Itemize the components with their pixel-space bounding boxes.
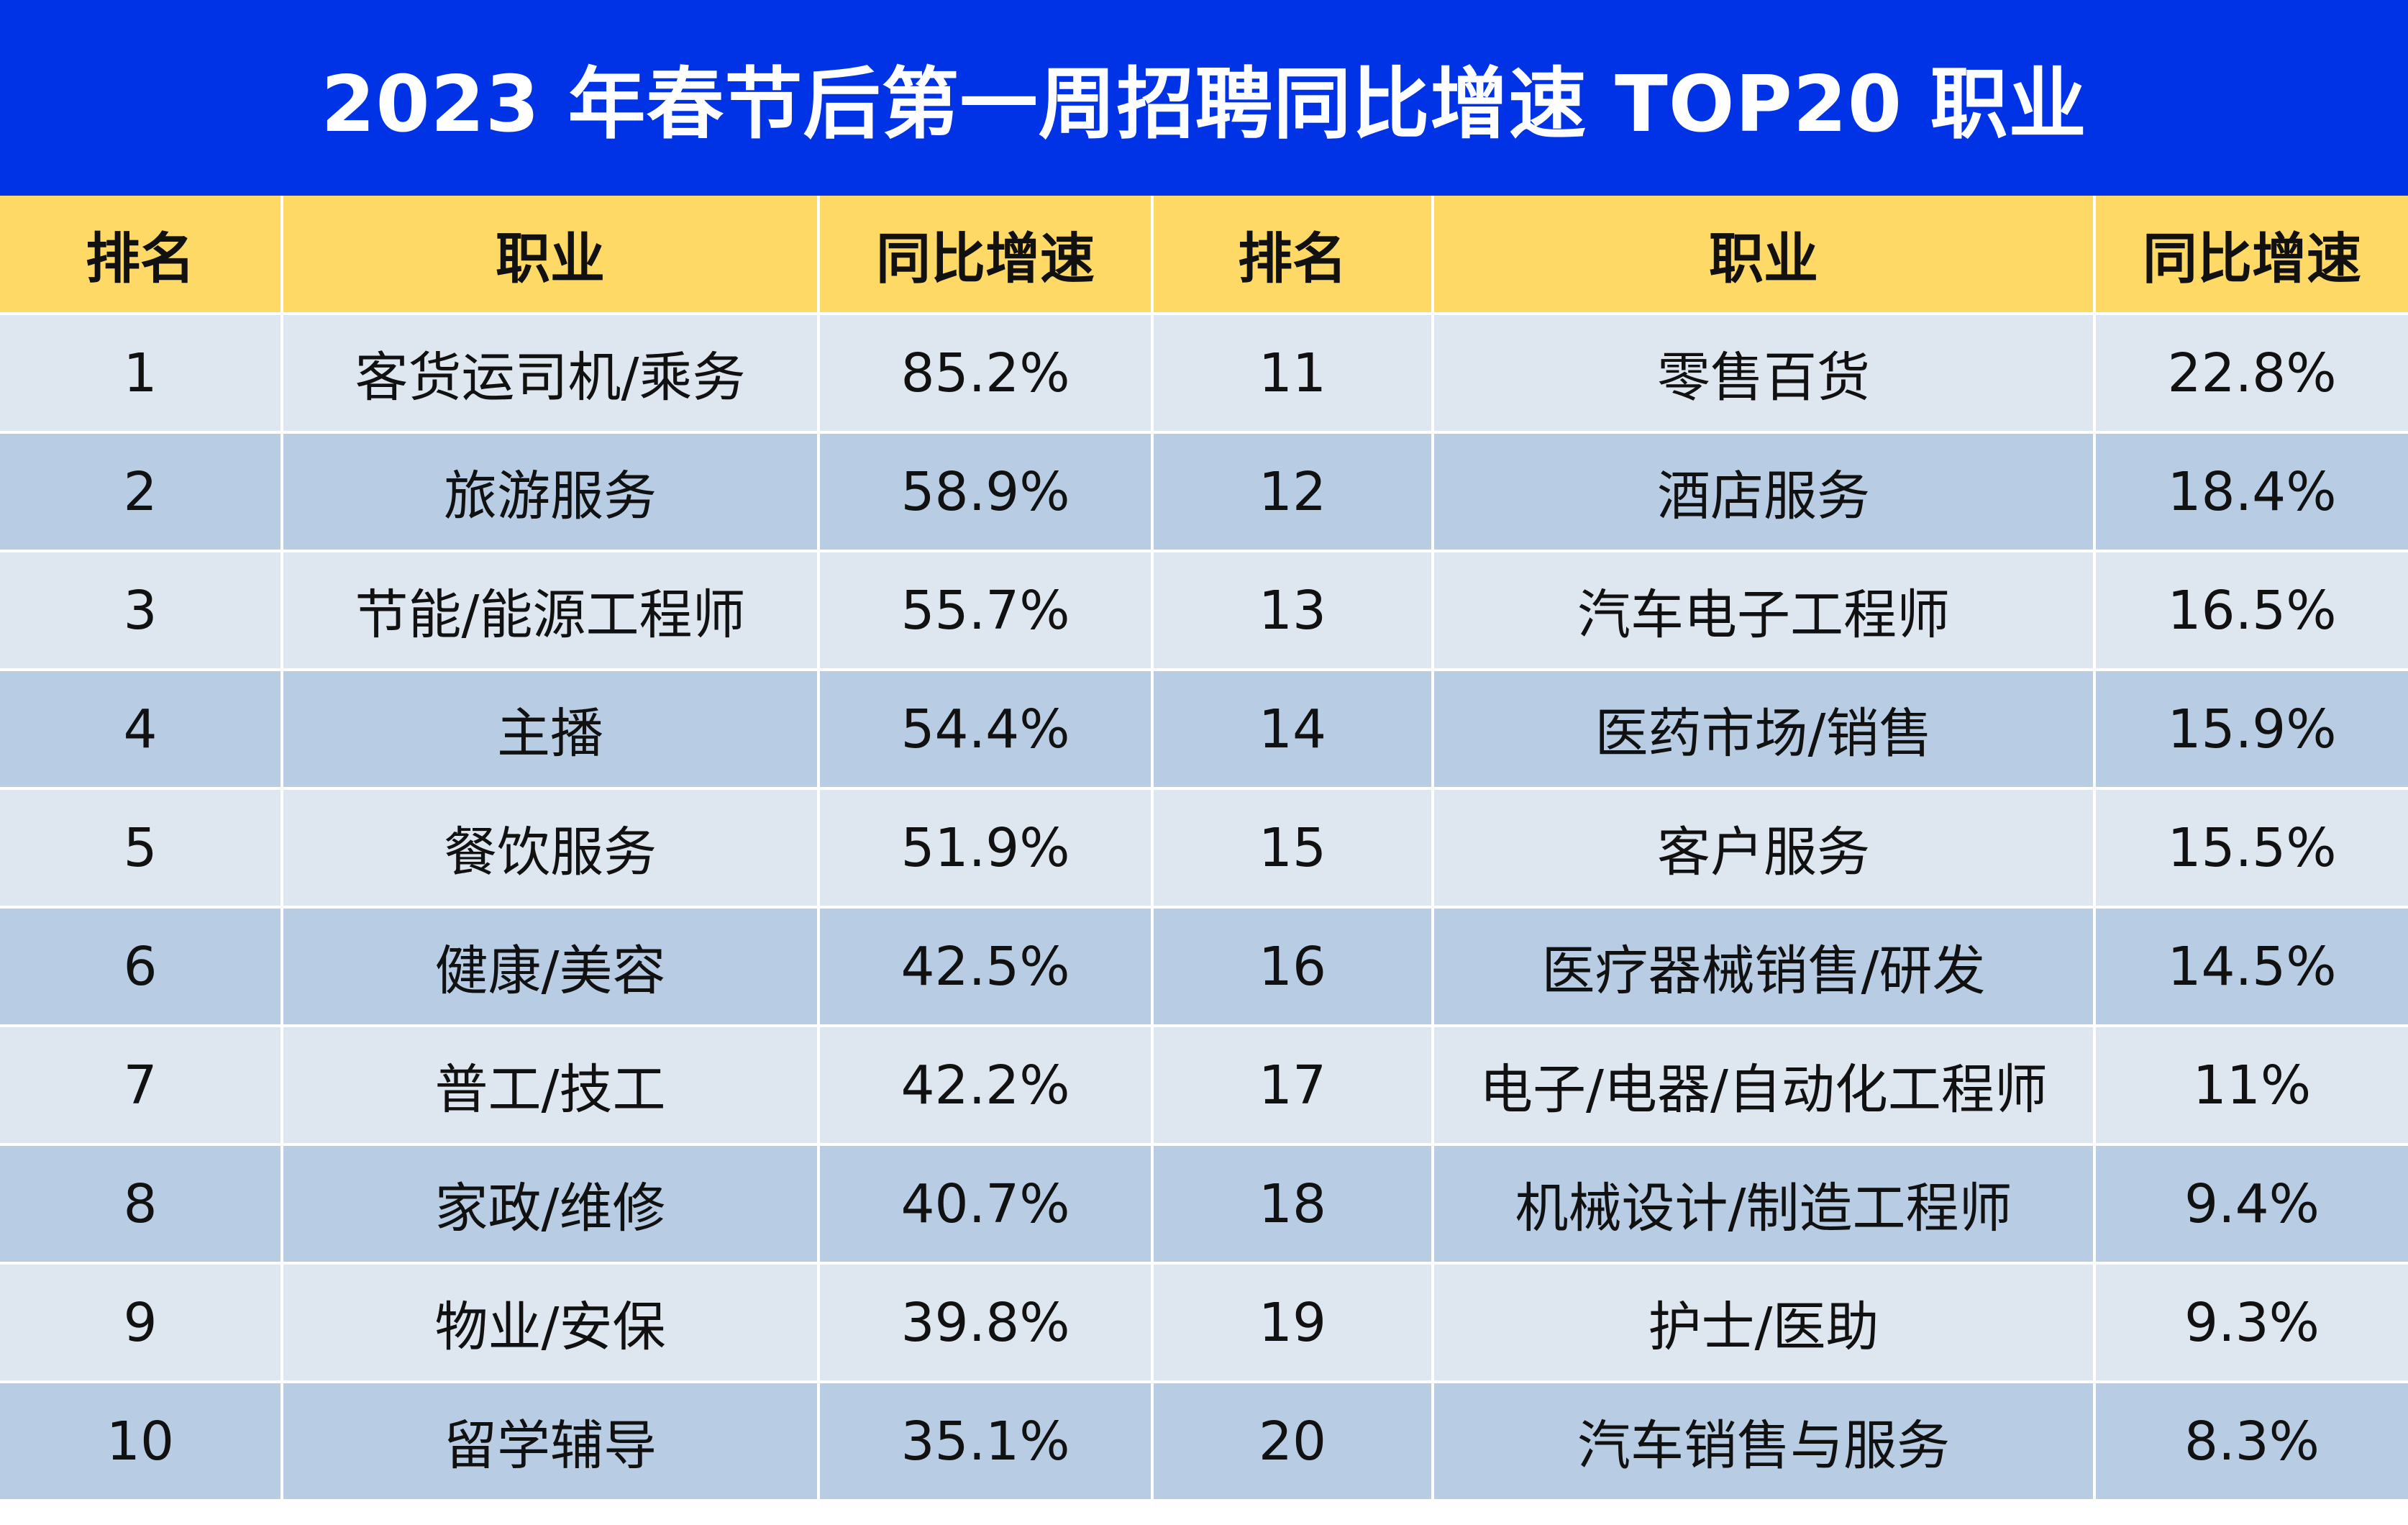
occupation-cell: 汽车电子工程师 [1433, 551, 2096, 671]
growth-cell: 39.8% [818, 1263, 1154, 1383]
occupation-cell: 旅游服务 [282, 432, 820, 552]
table-row: 1 客货运司机/乘务 85.2% 11 零售百货 22.8% [0, 314, 2408, 434]
occupation-cell: 主播 [282, 670, 820, 790]
occupation-cell: 家政/维修 [282, 1144, 820, 1265]
growth-cell: 9.4% [2094, 1144, 2408, 1265]
rank-cell: 5 [0, 788, 283, 909]
occupation-cell: 客户服务 [1433, 788, 2096, 909]
occupation-cell: 健康/美容 [282, 907, 820, 1027]
growth-cell: 8.3% [2094, 1382, 2408, 1499]
header-growth: 同比增速 [818, 196, 1154, 315]
rank-cell: 14 [1152, 670, 1434, 790]
table-row: 4 主播 54.4% 14 医药市场/销售 15.9% [0, 670, 2408, 790]
table-row: 3 节能/能源工程师 55.7% 13 汽车电子工程师 16.5% [0, 551, 2408, 671]
rank-cell: 17 [1152, 1026, 1434, 1146]
table-row: 8 家政/维修 40.7% 18 机械设计/制造工程师 9.4% [0, 1144, 2408, 1265]
growth-cell: 58.9% [818, 432, 1154, 552]
header-occupation: 职业 [1433, 196, 2096, 315]
occupation-cell: 零售百货 [1433, 314, 2096, 434]
ranking-table: 排名 职业 同比增速 排名 职业 同比增速 1 客货运司机/乘务 85.2% 11 零售… [0, 196, 2408, 1499]
occupation-cell: 物业/安保 [282, 1263, 820, 1383]
table-row: 5 餐饮服务 51.9% 15 客户服务 15.5% [0, 788, 2408, 909]
growth-cell: 40.7% [818, 1144, 1154, 1265]
growth-cell: 9.3% [2094, 1263, 2408, 1383]
title-banner: 2023 年春节后第一周招聘同比增速 TOP20 职业 [0, 0, 2408, 196]
rank-cell: 13 [1152, 551, 1434, 671]
growth-cell: 11% [2094, 1026, 2408, 1146]
rank-cell: 9 [0, 1263, 283, 1383]
table-row: 10 留学辅导 35.1% 20 汽车销售与服务 8.3% [0, 1382, 2408, 1499]
rank-cell: 7 [0, 1026, 283, 1146]
header-rank: 排名 [1152, 196, 1434, 315]
growth-cell: 15.5% [2094, 788, 2408, 909]
table-row: 9 物业/安保 39.8% 19 护士/医助 9.3% [0, 1263, 2408, 1383]
occupation-cell: 普工/技工 [282, 1026, 820, 1146]
growth-cell: 51.9% [818, 788, 1154, 909]
rank-cell: 16 [1152, 907, 1434, 1027]
table-row: 7 普工/技工 42.2% 17 电子/电器/自动化工程师 11% [0, 1026, 2408, 1146]
occupation-cell: 节能/能源工程师 [282, 551, 820, 671]
growth-cell: 55.7% [818, 551, 1154, 671]
occupation-cell: 医药市场/销售 [1433, 670, 2096, 790]
rank-cell: 20 [1152, 1382, 1434, 1499]
header-row: 排名 职业 同比增速 排名 职业 同比增速 [0, 196, 2408, 315]
rank-cell: 8 [0, 1144, 283, 1265]
header-occupation: 职业 [282, 196, 820, 315]
header-rank: 排名 [0, 196, 283, 315]
growth-cell: 85.2% [818, 314, 1154, 434]
rank-cell: 18 [1152, 1144, 1434, 1265]
occupation-cell: 电子/电器/自动化工程师 [1433, 1026, 2096, 1146]
occupation-cell: 医疗器械销售/研发 [1433, 907, 2096, 1027]
table-row: 6 健康/美容 42.5% 16 医疗器械销售/研发 14.5% [0, 907, 2408, 1027]
rank-cell: 6 [0, 907, 283, 1027]
occupation-cell: 餐饮服务 [282, 788, 820, 909]
growth-cell: 14.5% [2094, 907, 2408, 1027]
page-title: 2023 年春节后第一周招聘同比增速 TOP20 职业 [321, 60, 2087, 150]
growth-cell: 54.4% [818, 670, 1154, 790]
occupation-cell: 留学辅导 [282, 1382, 820, 1499]
rank-cell: 15 [1152, 788, 1434, 909]
rank-cell: 19 [1152, 1263, 1434, 1383]
rank-cell: 11 [1152, 314, 1434, 434]
rank-cell: 3 [0, 551, 283, 671]
rank-cell: 12 [1152, 432, 1434, 552]
occupation-cell: 客货运司机/乘务 [282, 314, 820, 434]
rank-cell: 4 [0, 670, 283, 790]
growth-cell: 22.8% [2094, 314, 2408, 434]
occupation-cell: 护士/医助 [1433, 1263, 2096, 1383]
growth-cell: 16.5% [2094, 551, 2408, 671]
occupation-cell: 汽车销售与服务 [1433, 1382, 2096, 1499]
header-growth: 同比增速 [2094, 196, 2408, 315]
rank-cell: 2 [0, 432, 283, 552]
growth-cell: 42.5% [818, 907, 1154, 1027]
rank-cell: 10 [0, 1382, 283, 1499]
growth-cell: 42.2% [818, 1026, 1154, 1146]
rank-cell: 1 [0, 314, 283, 434]
growth-cell: 35.1% [818, 1382, 1154, 1499]
occupation-cell: 机械设计/制造工程师 [1433, 1144, 2096, 1265]
table-row: 2 旅游服务 58.9% 12 酒店服务 18.4% [0, 432, 2408, 552]
growth-cell: 15.9% [2094, 670, 2408, 790]
growth-cell: 18.4% [2094, 432, 2408, 552]
occupation-cell: 酒店服务 [1433, 432, 2096, 552]
